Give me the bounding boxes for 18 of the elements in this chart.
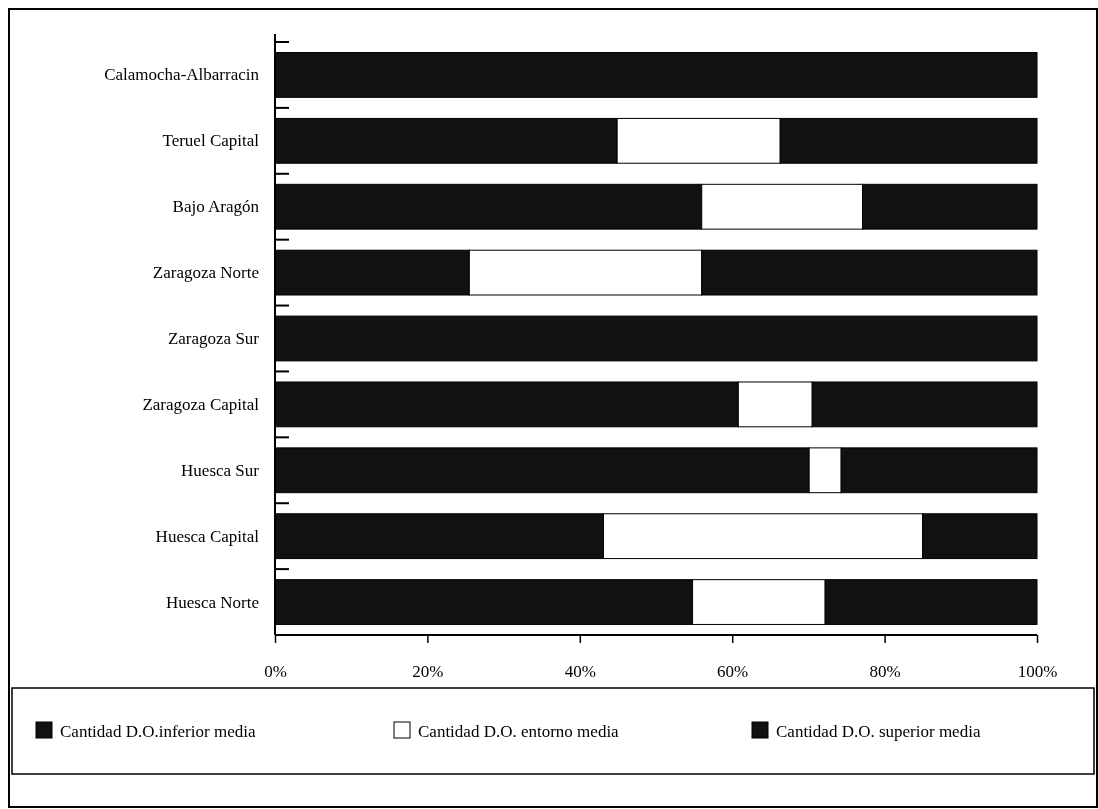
y-tick-label: Huesca Norte [166, 592, 259, 612]
y-tick-label: Teruel Capital [162, 131, 260, 151]
x-tick-label: 40% [564, 662, 596, 682]
legend-label: Cantidad D.O. superior media [776, 721, 981, 741]
y-tick-label: Calamocha-Albarracin [104, 65, 260, 85]
y-tick-label: Zaragoza Norte [152, 263, 259, 283]
y-tick-label: Zaragoza Capital [142, 394, 260, 414]
x-tick-label: 80% [869, 662, 901, 682]
y-tick-label: Huesca Sur [181, 460, 260, 480]
x-tick-label: 0% [264, 662, 287, 682]
y-tick-label: Huesca Capital [155, 526, 260, 546]
x-tick-label: 20% [412, 662, 444, 682]
y-tick-label: Bajo Aragón [172, 197, 260, 217]
x-tick-label: 60% [717, 662, 749, 682]
legend-label: Cantidad D.O. entorno media [418, 721, 620, 741]
legend-label: Cantidad D.O.inferior media [60, 721, 256, 741]
y-tick-label: Zaragoza Sur [167, 329, 260, 348]
x-tick-label: 100% [1017, 662, 1058, 682]
